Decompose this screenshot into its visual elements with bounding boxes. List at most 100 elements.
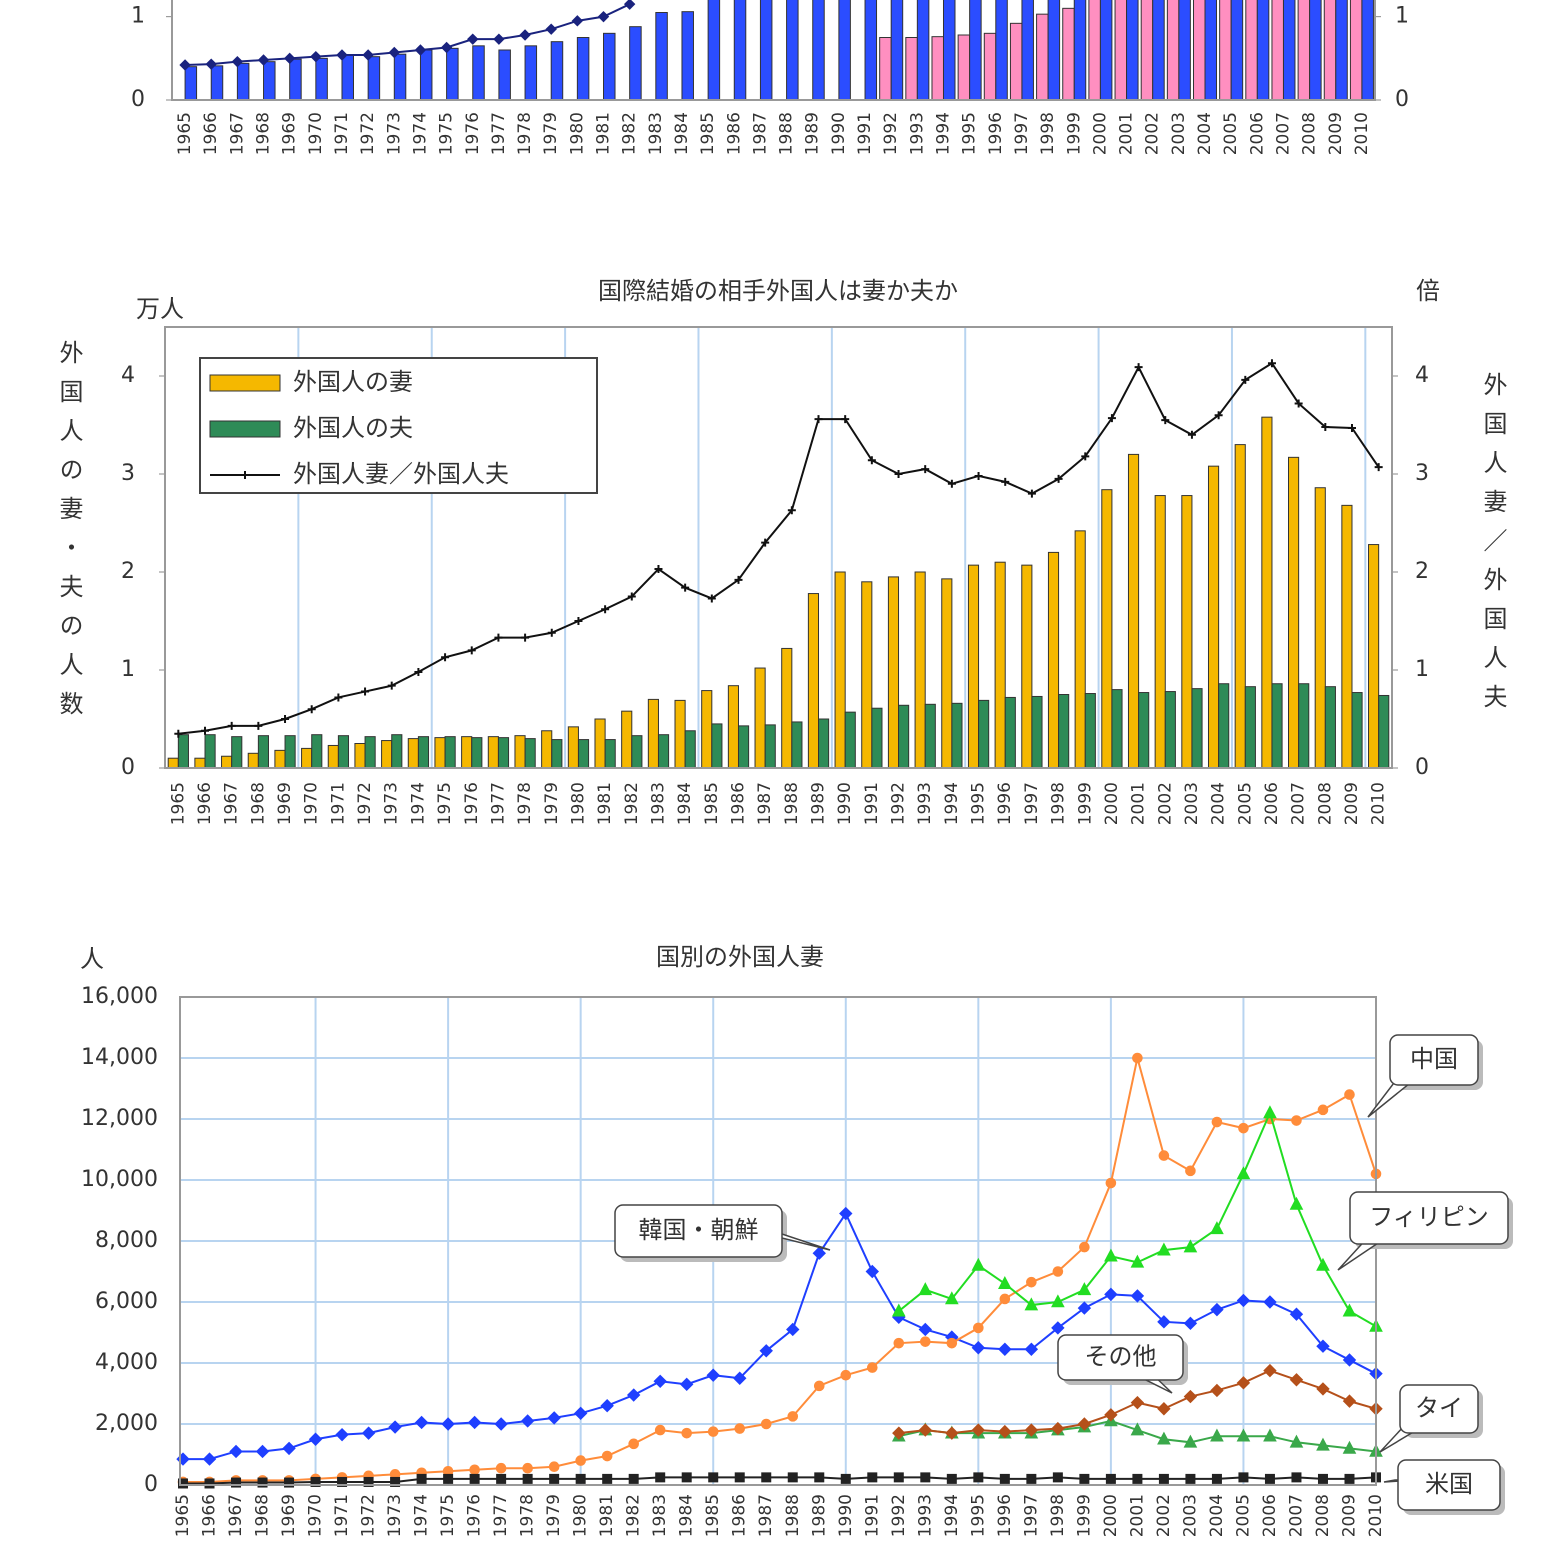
marker: [469, 1473, 480, 1484]
bar: [1219, 0, 1232, 100]
marker: [467, 1415, 482, 1430]
bar: [231, 736, 243, 768]
bar: [1047, 0, 1061, 100]
x-tick-label: 1996: [995, 1494, 1015, 1537]
bar: [1298, 683, 1310, 768]
x-tick-label: 1982: [620, 112, 640, 155]
x-tick-label: 1990: [835, 782, 855, 825]
x-tick-label: 2008: [1300, 112, 1320, 155]
marker: [440, 41, 453, 54]
bar: [629, 26, 642, 100]
bar: [576, 37, 590, 100]
x-tick-label: 1994: [942, 782, 962, 825]
bar: [759, 0, 773, 100]
x-tick-label: 1966: [200, 1494, 220, 1537]
marker: [361, 1426, 376, 1440]
bar: [1361, 0, 1374, 100]
marker: [814, 1472, 825, 1483]
marker: [1316, 1257, 1330, 1271]
marker: [1211, 1473, 1222, 1484]
marker: [1238, 1122, 1249, 1134]
y-axis-label: 外国人の妻・夫の人数: [55, 340, 83, 730]
bar: [393, 53, 407, 100]
bar: [337, 735, 350, 768]
x-tick-label: 1978: [515, 112, 535, 155]
bar: [781, 647, 793, 768]
bar: [1309, 0, 1322, 100]
marker: [920, 1472, 931, 1483]
marker: [1264, 1473, 1275, 1484]
x-tick-label: 1970: [306, 1494, 326, 1537]
marker: [519, 29, 531, 41]
marker: [1236, 1376, 1251, 1390]
bar: [194, 757, 206, 768]
bar: [1126, 0, 1139, 100]
legend-swatch: [209, 420, 281, 438]
marker: [623, 0, 636, 10]
marker: [308, 1432, 323, 1446]
marker: [839, 1206, 853, 1221]
marker: [1183, 1239, 1198, 1253]
bar: [221, 755, 233, 768]
x-tick-label: 1991: [862, 1494, 882, 1537]
marker: [493, 33, 505, 45]
marker: [416, 1473, 427, 1484]
bar: [1193, 0, 1206, 100]
bar: [941, 578, 953, 768]
marker: [496, 1473, 507, 1484]
marker: [891, 1303, 906, 1317]
marker: [921, 465, 930, 474]
callout-box: [1389, 1034, 1479, 1086]
marker: [971, 1341, 986, 1355]
bar: [1314, 487, 1326, 768]
marker: [601, 605, 610, 614]
bar: [786, 0, 799, 100]
bar: [567, 726, 579, 768]
marker: [974, 471, 983, 480]
bar: [471, 737, 483, 768]
marker: [681, 1427, 693, 1439]
bar: [914, 571, 926, 768]
x-tick-label: 1980: [567, 112, 587, 155]
bar: [844, 711, 856, 768]
marker: [1236, 1166, 1251, 1180]
bar: [461, 736, 473, 768]
bar: [1154, 495, 1166, 768]
bar: [327, 744, 339, 768]
x-tick-label: 1979: [542, 782, 562, 825]
bar: [887, 576, 900, 768]
x-tick-label: 1995: [968, 1494, 988, 1537]
x-tick-label: 1975: [437, 112, 457, 155]
marker: [1130, 1422, 1145, 1436]
marker: [760, 1418, 772, 1430]
marker: [840, 1473, 851, 1484]
y-tick-label: 8,000: [95, 1228, 158, 1253]
x-tick-label: 2003: [1169, 112, 1189, 155]
bar: [524, 45, 538, 100]
marker: [335, 1427, 349, 1442]
x-tick-label: 1973: [382, 782, 402, 825]
marker: [548, 1461, 560, 1472]
x-tick-label: 1976: [462, 782, 482, 825]
x-tick-label: 1994: [942, 1494, 962, 1537]
marker: [1187, 430, 1196, 439]
bar: [905, 37, 918, 100]
x-tick-label: 1967: [227, 112, 247, 155]
bar: [1323, 0, 1337, 100]
marker: [998, 1424, 1012, 1439]
bar: [707, 0, 721, 100]
bar: [487, 736, 499, 768]
bar: [1218, 683, 1230, 768]
marker: [336, 49, 348, 61]
x-tick-label: 2007: [1286, 1494, 1306, 1537]
x-tick-label: 1991: [855, 112, 875, 155]
x-tick-label: 1981: [595, 782, 615, 825]
marker: [1289, 1307, 1304, 1321]
x-tick-label: 2005: [1233, 1494, 1253, 1537]
marker: [414, 667, 423, 676]
bar: [861, 581, 873, 768]
x-tick-label: 1991: [862, 782, 882, 825]
marker: [761, 538, 770, 547]
marker: [866, 1362, 878, 1373]
bar: [1099, 0, 1113, 100]
